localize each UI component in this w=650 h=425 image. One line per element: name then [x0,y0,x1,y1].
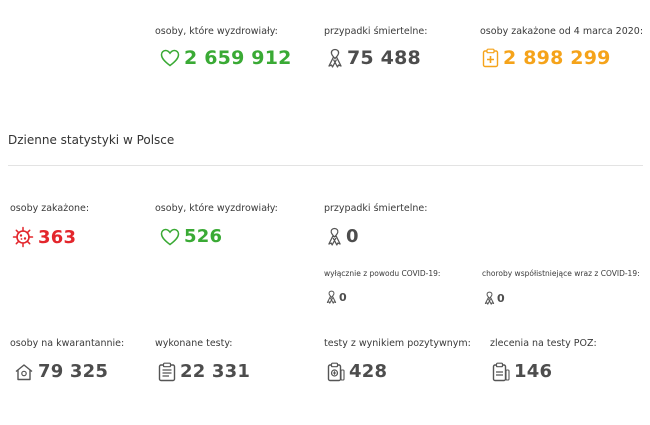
medical-clipboard-icon [482,48,499,68]
deaths-comorbid-label: choroby współistniejące wraz z COVID-19: [482,269,640,278]
total-infected-number: 2 898 299 [503,47,611,69]
daily-deaths-number: 0 [346,226,359,247]
clipboard-plus-icon [327,362,345,382]
poz-orders-label: zlecenia na testy POZ: [490,338,597,349]
quarantine-label: osoby na kwarantannie: [10,338,125,349]
deaths-comorbid-number: 0 [497,291,505,305]
daily-recovered-number: 526 [184,226,223,247]
clipboard-poz-icon [492,362,510,382]
tests-number: 22 331 [180,361,251,382]
daily-recovered-label: osoby, które wyzdrowiały: [155,203,278,214]
tests-label: wykonane testy: [155,338,233,349]
positive-tests-label: testy z wynikiem pozytywnym: [324,338,471,349]
total-deaths-number: 75 488 [347,47,421,69]
total-infected-label: osoby zakażone od 4 marca 2020: [480,26,644,37]
daily-recovered-value: 526 [160,226,222,247]
daily-infected-label: osoby zakażone: [10,203,90,214]
poz-orders-number: 146 [514,361,553,382]
deaths-covid-only-label: wyłącznie z powodu COVID-19: [324,269,441,278]
clipboard-list-icon [158,362,176,382]
total-deaths-label: przypadki śmiertelne: [324,26,428,37]
positive-tests-value: 428 [327,361,387,382]
deaths-covid-only-value: 0 [326,290,347,304]
deaths-comorbid-value: 0 [484,291,505,305]
total-deaths-value: 75 488 [327,47,421,69]
section-divider [8,165,643,166]
quarantine-value: 79 325 [14,361,108,382]
virus-icon [12,226,34,248]
daily-stats-title: Dzienne statystyki w Polsce [8,133,175,147]
daily-deaths-value: 0 [327,226,359,247]
quarantine-number: 79 325 [38,361,109,382]
daily-deaths-label: przypadki śmiertelne: [324,203,428,214]
total-recovered-value: 2 659 912 [160,47,292,69]
ribbon-icon [326,290,337,304]
ribbon-icon [327,227,342,246]
poz-orders-value: 146 [492,361,552,382]
daily-infected-value: 363 [12,226,76,248]
total-recovered-number: 2 659 912 [184,47,292,69]
heart-icon [160,228,180,246]
ribbon-icon [327,48,343,68]
tests-value: 22 331 [158,361,250,382]
positive-tests-number: 428 [349,361,388,382]
house-icon [14,363,34,381]
total-recovered-label: osoby, które wyzdrowiały: [155,26,278,37]
deaths-covid-only-number: 0 [339,290,347,304]
total-infected-value: 2 898 299 [482,47,611,69]
heart-icon [160,49,180,67]
daily-infected-number: 363 [38,226,77,248]
ribbon-icon [484,291,495,305]
